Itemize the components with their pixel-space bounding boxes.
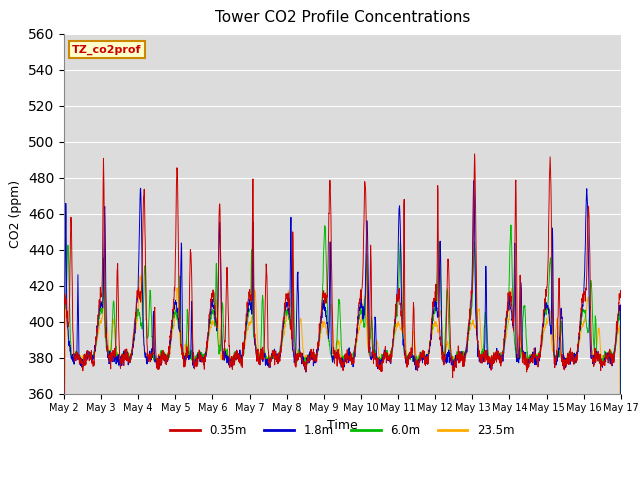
Legend: 0.35m, 1.8m, 6.0m, 23.5m: 0.35m, 1.8m, 6.0m, 23.5m (166, 419, 519, 442)
X-axis label: Time: Time (327, 419, 358, 432)
Title: Tower CO2 Profile Concentrations: Tower CO2 Profile Concentrations (214, 11, 470, 25)
Y-axis label: CO2 (ppm): CO2 (ppm) (10, 180, 22, 248)
Text: TZ_co2prof: TZ_co2prof (72, 44, 142, 55)
